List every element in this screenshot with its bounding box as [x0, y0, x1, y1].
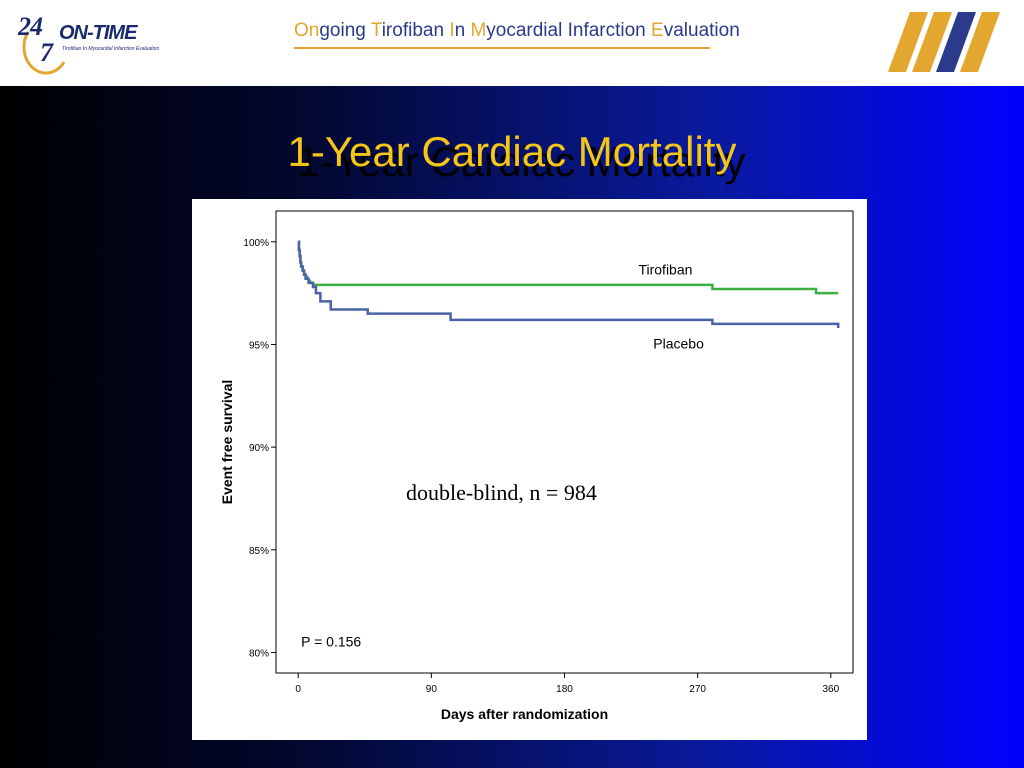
- x-tick-label: 270: [689, 684, 706, 695]
- study-title-part: yocardial Infarction: [486, 20, 652, 41]
- x-tick-label: 360: [822, 684, 839, 695]
- x-axis-label: Days after randomization: [441, 706, 608, 722]
- on-time-logo: 24 7 ON-TIME Tirofiban In Myocardial Inf…: [14, 10, 164, 80]
- y-tick-label: 80%: [249, 648, 269, 659]
- study-title-part: E: [651, 20, 664, 41]
- chart-canvas: 80% 85% 90% 95% 100% 0 90 180 270 360 Days after r…: [219, 210, 854, 722]
- study-title-part: I: [449, 20, 455, 41]
- y-tick-label: 100%: [243, 238, 269, 249]
- p-value-label: P = 0.156: [301, 634, 361, 650]
- study-title-part: n: [454, 20, 471, 41]
- logo-number-7: 7: [40, 38, 53, 67]
- logo-number-24: 24: [18, 12, 43, 41]
- x-tick-label: 90: [426, 684, 438, 695]
- slide-title-shadow: 1-Year Cardiac Mortality: [296, 138, 746, 185]
- logo-subtitle: Tirofiban In Myocardial Infarction Evalu…: [62, 46, 160, 52]
- study-annotation: double-blind, n = 984: [406, 480, 597, 505]
- y-tick-label: 85%: [249, 546, 269, 557]
- survival-chart: 80% 85% 90% 95% 100% 0 90 180 270 360 Days after r…: [192, 199, 867, 740]
- clock-ring-icon: [22, 31, 66, 75]
- study-title-part: valuation: [663, 20, 740, 41]
- y-tick-label: 90%: [249, 443, 269, 454]
- slide-title: 1-Year Cardiac Mortality: [287, 128, 737, 175]
- stripes-logo-icon: [888, 12, 1000, 72]
- series-label-tirofiban: Tirofiban: [638, 262, 692, 278]
- study-title-part: On: [294, 20, 320, 41]
- plot-frame: [275, 210, 854, 674]
- study-title-part: T: [370, 20, 382, 41]
- study-title: Ongoing Tirofiban In Myocardial Infarcti…: [294, 20, 740, 42]
- study-title-part: going: [319, 20, 371, 41]
- series-line-tirofiban: [297, 240, 839, 295]
- series-label-placebo: Placebo: [653, 336, 704, 352]
- x-tick-label: 180: [556, 684, 573, 695]
- x-tick-label: 0: [295, 684, 301, 695]
- series-line-placebo: [297, 240, 840, 329]
- y-axis-label: Event free survival: [219, 380, 235, 505]
- header-bar: 24 7 ON-TIME Tirofiban In Myocardial Inf…: [0, 0, 1024, 86]
- study-title-part: M: [470, 20, 487, 41]
- y-tick-label: 95%: [249, 340, 269, 351]
- logo-wordmark: ON-TIME: [59, 22, 137, 44]
- study-title-part: irofiban: [381, 20, 450, 41]
- title-underline: [294, 47, 710, 49]
